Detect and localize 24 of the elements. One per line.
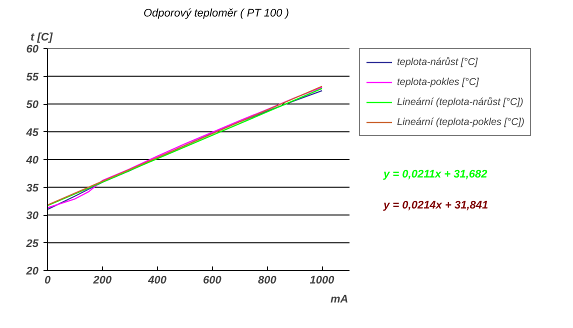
y-tick-label: 30 (26, 210, 40, 222)
x-tick-label: 800 (258, 274, 278, 286)
x-tick-label: 600 (203, 274, 222, 286)
x-tick-label: 400 (147, 274, 168, 286)
legend-label: teplota-pokles [°C] (397, 76, 479, 89)
legend-label: Lineární (teplota-pokles [°C]) (397, 116, 524, 129)
legend-label: Lineární (teplota-nárůst [°C]) (397, 96, 524, 109)
x-tick-label: 200 (92, 274, 112, 286)
x-tick-label: 1000 (310, 274, 336, 286)
text: y = 0,0211x + 31,682 (382, 168, 488, 180)
y-tick-label: 50 (26, 99, 40, 111)
legend-label: teplota-nárůst [°C] (397, 56, 478, 69)
y-tick-label: 25 (25, 238, 40, 250)
chart-title: Odporový teploměr ( PT 100 ) (144, 8, 290, 20)
y-tick-label: 35 (26, 182, 40, 194)
y-tick-label: 45 (25, 126, 40, 139)
x-axis-title: mA (330, 294, 348, 306)
y-axis-title: t [C] (30, 32, 53, 44)
x-tick-label: 0 (44, 274, 52, 286)
y-tick-label: 60 (26, 44, 40, 56)
y-tick-label: 55 (26, 71, 40, 84)
y-tick-label: 40 (25, 154, 40, 166)
text: y = 0,0214x + 31,841 (382, 200, 488, 212)
y-tick-label: 20 (25, 266, 40, 278)
